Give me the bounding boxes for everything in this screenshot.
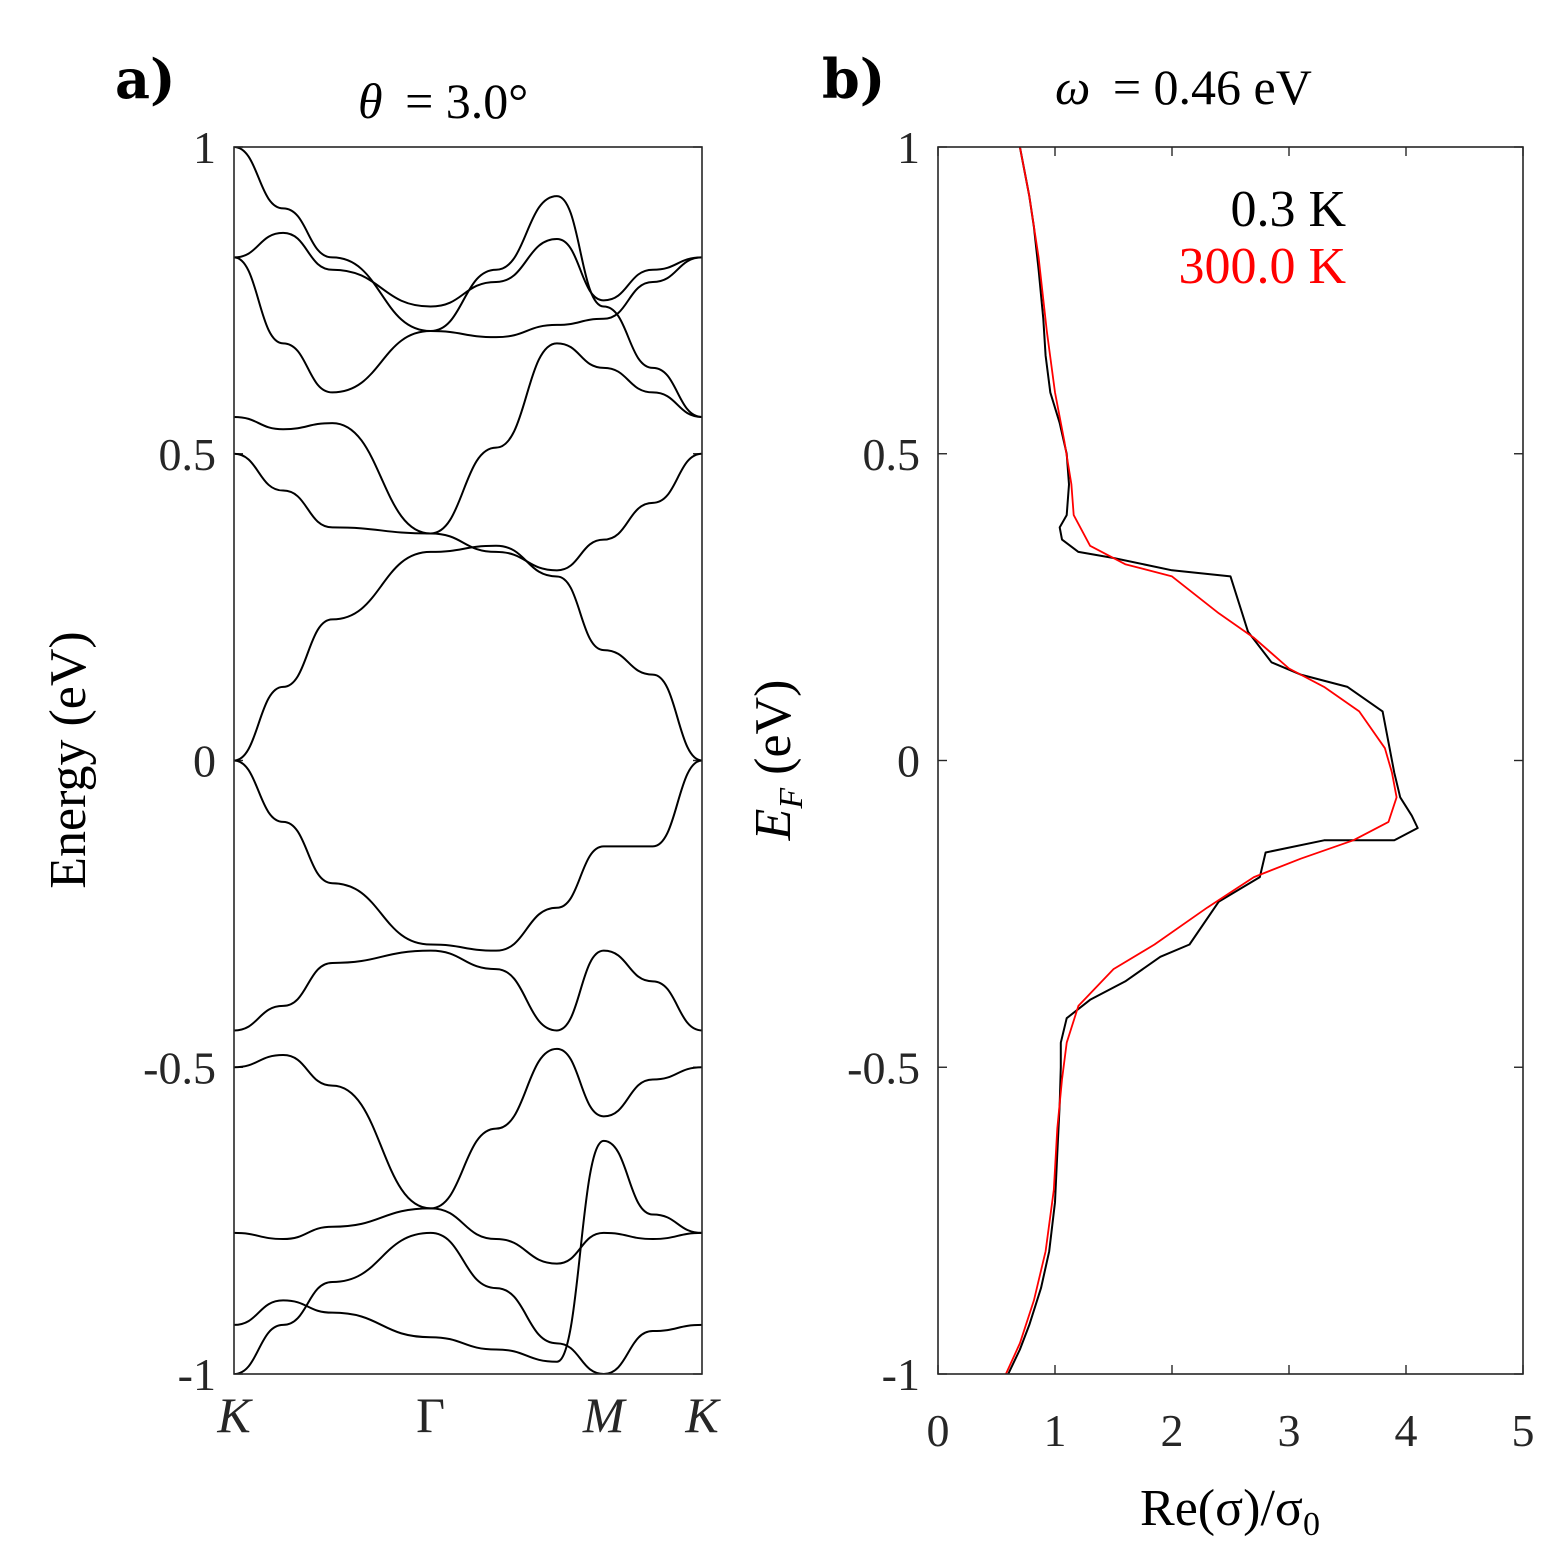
panel-b-xtick-label: 3 bbox=[1278, 1405, 1301, 1456]
legend-entry: 0.3 K bbox=[1230, 181, 1346, 238]
panel-b-ylabel-main: E bbox=[745, 809, 802, 842]
panel-b-ylabel: EF (eV) bbox=[745, 680, 810, 842]
panel-a-y-ticks: -1 -0.5 0 0.5 1 bbox=[143, 122, 702, 1400]
panel-b-xtick-label: 0 bbox=[927, 1405, 950, 1456]
panel-a-band bbox=[234, 1047, 702, 1210]
panel-a-ytick-label: 0.5 bbox=[159, 429, 217, 480]
panel-b-frame bbox=[937, 146, 1524, 1375]
legend-entry: 300.0 K bbox=[1178, 238, 1346, 295]
panel-a-title-symbol: θ bbox=[358, 73, 383, 129]
panel-b-ylabel-rest: (eV) bbox=[745, 680, 802, 788]
panel-a-band bbox=[234, 949, 702, 1032]
panel-a-title-value: = 3.0° bbox=[405, 73, 528, 129]
panel-a-band bbox=[234, 1231, 702, 1374]
panel-a-title: θ = 3.0° bbox=[358, 73, 528, 129]
panel-a-bands bbox=[234, 147, 702, 1374]
panel-b-x-ticks: 0 1 2 3 4 5 bbox=[927, 147, 1535, 1456]
panel-b-title: ω = 0.46 eV bbox=[1055, 59, 1312, 115]
panel-a-ytick-label: 1 bbox=[193, 122, 216, 173]
panel-b-ytick-label: -0.5 bbox=[847, 1042, 920, 1093]
panel-b-xtick-label: 5 bbox=[1512, 1405, 1535, 1456]
panel-a-band bbox=[234, 544, 702, 762]
panel-b-xtick-label: 2 bbox=[1161, 1405, 1184, 1456]
panel-a-band bbox=[234, 1139, 702, 1363]
panel-b-xtick-label: 1 bbox=[1044, 1405, 1067, 1456]
panel-b-ytick-label: 0.5 bbox=[863, 429, 921, 480]
panel-a-ytick-label: 0 bbox=[193, 736, 216, 787]
panel-b-y-ticks: -1 -0.5 0 0.5 1 bbox=[847, 122, 1523, 1400]
panel-a-ylabel: Energy (eV) bbox=[40, 631, 97, 889]
panel-a: a) θ = 3.0° Energy (eV) -1 -0.5 0 0.5 1 K Γ M K bbox=[40, 47, 721, 1443]
panel-a-frame bbox=[233, 146, 703, 1375]
panel-a-xtick-label: M bbox=[582, 1387, 627, 1443]
panel-a-band bbox=[234, 1207, 702, 1265]
series-line-300K bbox=[1005, 147, 1398, 1374]
panel-b-xlabel-sub: 0 bbox=[1303, 1506, 1320, 1543]
panel-a-band bbox=[234, 452, 702, 572]
panel-b-xtick-label: 4 bbox=[1395, 1405, 1418, 1456]
panel-b-title-symbol: ω bbox=[1055, 59, 1090, 115]
series-line-0-3K bbox=[1007, 147, 1419, 1374]
panel-b-xlabel: Re(σ)/σ0 bbox=[1140, 1480, 1320, 1543]
panel-b-ylabel-sub: F bbox=[773, 787, 810, 810]
panel-a-label: a) bbox=[115, 47, 176, 111]
panel-a-ytick-label: -0.5 bbox=[143, 1042, 216, 1093]
panel-a-xtick-label: K bbox=[216, 1387, 253, 1443]
panel-a-band bbox=[234, 342, 702, 535]
panel-a-band bbox=[234, 231, 702, 308]
panel-a-band-group bbox=[234, 147, 702, 1374]
panel-b: b) ω = 0.46 eV EF (eV) Re(σ)/σ0 -1-0.500… bbox=[745, 47, 1535, 1543]
panel-b-title-value: = 0.46 eV bbox=[1113, 59, 1312, 115]
panel-a-xtick-label: K bbox=[684, 1387, 721, 1443]
panel-b-ytick-label: 0 bbox=[897, 736, 920, 787]
panel-a-band bbox=[234, 256, 702, 394]
panel-b-ytick-label: -1 bbox=[882, 1349, 920, 1400]
panel-a-xtick-label: Γ bbox=[416, 1387, 445, 1443]
panel-a-ytick-label: -1 bbox=[178, 1349, 216, 1400]
panel-b-label: b) bbox=[822, 47, 885, 111]
panel-a-band bbox=[234, 147, 702, 418]
panel-a-band bbox=[234, 759, 702, 952]
panel-b-series bbox=[1005, 147, 1419, 1374]
panel-b-ytick-label: 1 bbox=[897, 122, 920, 173]
panel-b-xlabel-main: Re(σ)/σ bbox=[1140, 1480, 1303, 1537]
panel-b-series-group bbox=[1005, 147, 1419, 1374]
